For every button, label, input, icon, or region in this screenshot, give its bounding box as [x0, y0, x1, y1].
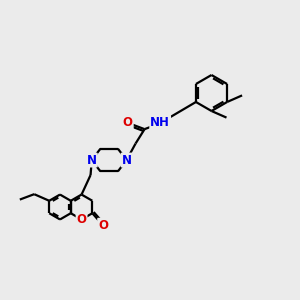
Text: NH: NH: [150, 116, 170, 129]
Text: N: N: [87, 154, 97, 166]
Text: O: O: [98, 219, 108, 232]
Text: O: O: [76, 213, 87, 226]
Text: N: N: [122, 154, 132, 166]
Text: O: O: [123, 116, 133, 129]
